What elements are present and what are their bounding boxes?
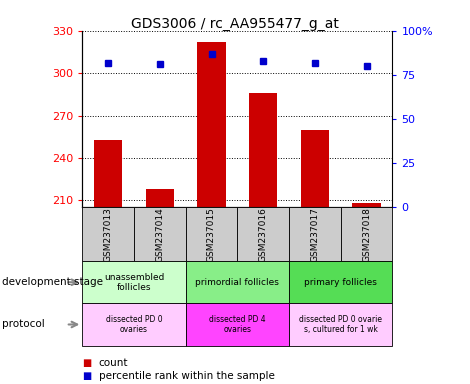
Bar xyxy=(82,303,186,346)
Text: dissected PD 4
ovaries: dissected PD 4 ovaries xyxy=(209,315,266,334)
Text: GSM237016: GSM237016 xyxy=(258,207,268,262)
Bar xyxy=(197,42,226,207)
Bar xyxy=(289,303,392,346)
Text: GSM237015: GSM237015 xyxy=(207,207,216,262)
Text: unassembled
follicles: unassembled follicles xyxy=(104,273,164,292)
Bar xyxy=(186,261,289,303)
Text: percentile rank within the sample: percentile rank within the sample xyxy=(99,371,274,381)
Bar xyxy=(82,261,186,303)
Text: dissected PD 0 ovarie
s, cultured for 1 wk: dissected PD 0 ovarie s, cultured for 1 … xyxy=(299,315,382,334)
Bar xyxy=(341,207,392,261)
Text: GDS3006 / rc_AA955477_g_at: GDS3006 / rc_AA955477_g_at xyxy=(131,17,339,31)
Text: primordial follicles: primordial follicles xyxy=(196,278,279,287)
Text: ■: ■ xyxy=(82,371,92,381)
Bar xyxy=(82,207,134,261)
Bar xyxy=(186,303,289,346)
Text: development stage: development stage xyxy=(2,277,103,287)
Text: ■: ■ xyxy=(82,358,92,368)
Text: GSM237018: GSM237018 xyxy=(362,207,371,262)
Bar xyxy=(134,207,186,261)
Text: protocol: protocol xyxy=(2,319,45,329)
Bar xyxy=(146,189,174,207)
Bar xyxy=(289,207,341,261)
Bar xyxy=(289,261,392,303)
Bar xyxy=(352,203,381,207)
Text: GSM237014: GSM237014 xyxy=(155,207,164,262)
Bar xyxy=(249,93,277,207)
Text: count: count xyxy=(99,358,128,368)
Text: GSM237017: GSM237017 xyxy=(310,207,320,262)
Text: GSM237013: GSM237013 xyxy=(103,207,113,262)
Bar xyxy=(94,139,122,207)
Text: primary follicles: primary follicles xyxy=(304,278,377,287)
Text: dissected PD 0
ovaries: dissected PD 0 ovaries xyxy=(106,315,162,334)
Bar xyxy=(237,207,289,261)
Bar xyxy=(186,207,237,261)
Bar xyxy=(301,130,329,207)
